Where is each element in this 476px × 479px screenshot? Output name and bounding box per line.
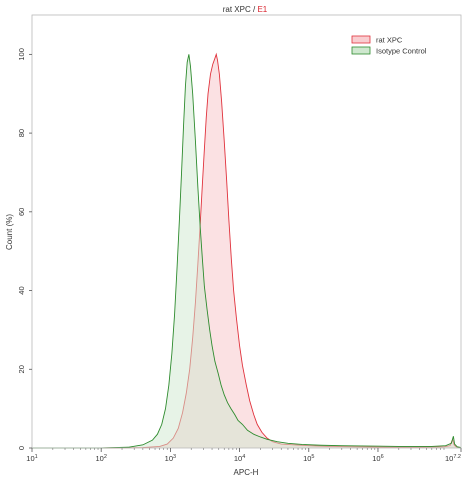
plot-frame bbox=[31, 14, 462, 449]
chart-title: rat XPC / E1 bbox=[223, 5, 268, 14]
legend-label-isotype-control: Isotype Control bbox=[376, 47, 427, 56]
x-tick-label: 106 bbox=[372, 454, 383, 463]
x-tick-label: 103 bbox=[165, 454, 176, 463]
y-tick-label: 80 bbox=[17, 129, 26, 137]
chart-title-gate: E1 bbox=[257, 5, 267, 14]
y-axis: 0 20 40 60 80 100 bbox=[17, 48, 32, 450]
y-axis-label: Count (%) bbox=[5, 214, 14, 250]
chart-title-main: rat XPC bbox=[223, 5, 251, 14]
x-tick-label: 104 bbox=[234, 454, 245, 463]
y-tick-label: 100 bbox=[17, 48, 26, 61]
legend: rat XPC Isotype Control bbox=[351, 35, 427, 56]
series-layer bbox=[32, 52, 462, 449]
y-tick-label: 20 bbox=[17, 365, 26, 373]
y-tick-label: 0 bbox=[17, 446, 26, 450]
x-tick-label: 105 bbox=[303, 454, 314, 463]
series-line-isotype-control bbox=[32, 54, 462, 449]
x-tick-label: 102 bbox=[95, 454, 106, 463]
legend-swatch-isotype-control bbox=[351, 46, 371, 55]
legend-swatch-rat-xpc bbox=[351, 35, 371, 44]
y-tick-label: 40 bbox=[17, 286, 26, 294]
x-axis: 101 102 103 104 105 106 107.2 bbox=[26, 448, 462, 463]
y-tick-label: 60 bbox=[17, 208, 26, 216]
x-axis-label: APC-H bbox=[234, 468, 259, 477]
plot-area bbox=[32, 52, 462, 449]
chart-title-separator: / bbox=[251, 5, 258, 14]
series-area-rat-xpc bbox=[32, 54, 461, 449]
x-tick-label: 107.2 bbox=[445, 454, 461, 463]
legend-label-rat-xpc: rat XPC bbox=[376, 36, 403, 45]
x-tick-label: 101 bbox=[26, 454, 37, 463]
